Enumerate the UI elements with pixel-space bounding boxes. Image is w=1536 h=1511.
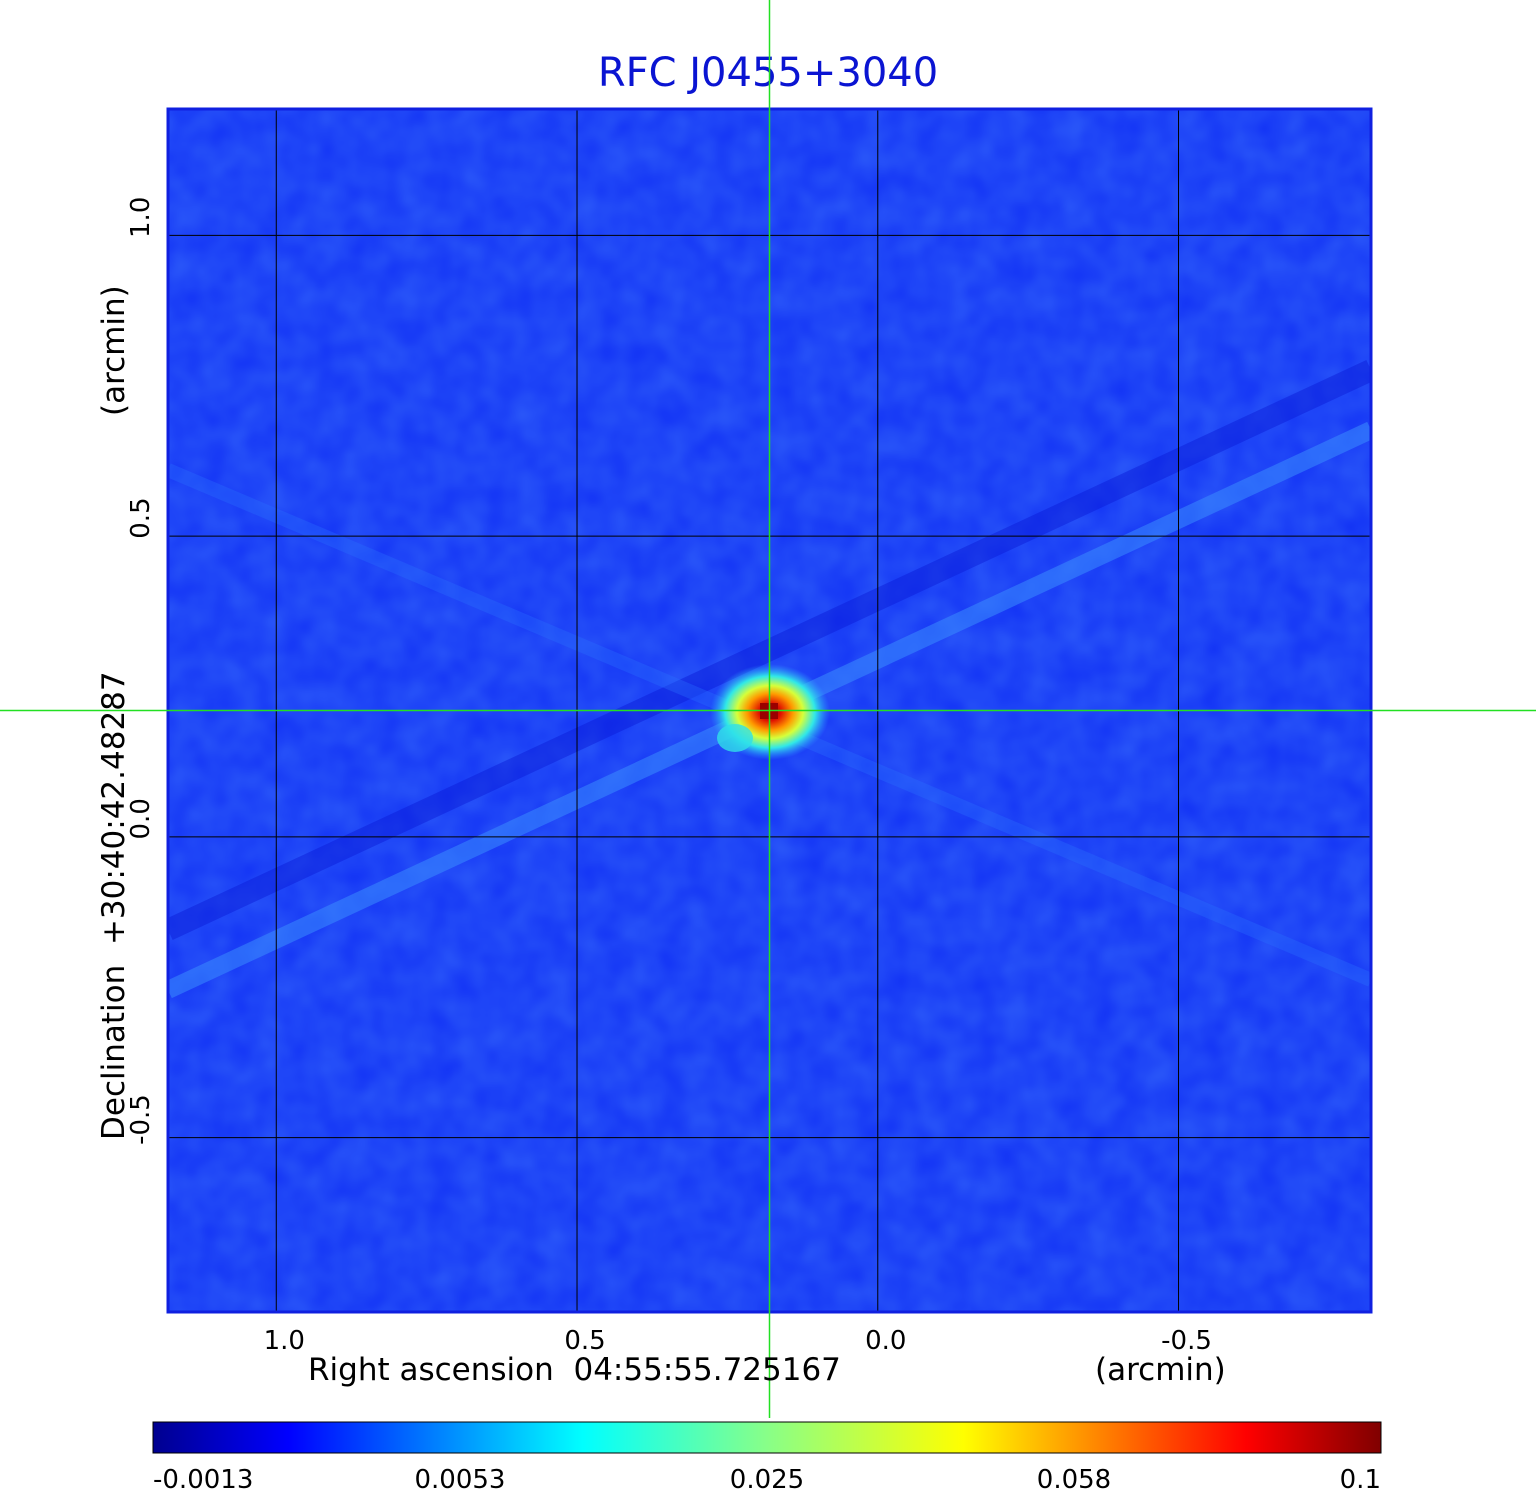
colorbar-tick-label: -0.0013 — [153, 1465, 253, 1495]
y-tick-label: 0.5 — [126, 497, 156, 538]
y-axis-label: Declination +30:40:42.48287 — [96, 671, 132, 1140]
colorbar — [152, 1421, 1382, 1454]
colorbar-tick-label: 0.0053 — [415, 1465, 506, 1495]
colorbar-tick-label: 0.058 — [1037, 1465, 1111, 1495]
x-tick-label: -0.5 — [1161, 1326, 1212, 1356]
x-tick-label: 0.0 — [865, 1326, 906, 1356]
x-tick-label: 0.5 — [564, 1326, 605, 1356]
x-tick-labels: 1.0 0.5 0.0 -0.5 — [264, 1326, 1212, 1356]
crosshair — [0, 0, 1536, 1418]
y-axis-unit: (arcmin) — [96, 285, 132, 416]
x-axis-label: Right ascension 04:55:55.725167 — [308, 1352, 841, 1388]
y-tick-label: 0.0 — [126, 798, 156, 839]
colorbar-tick-label: 0.025 — [730, 1465, 804, 1495]
source-extension — [717, 724, 753, 752]
x-tick-label: 1.0 — [264, 1326, 305, 1356]
y-tick-label: -0.5 — [126, 1094, 156, 1145]
colorbar-tick-labels: -0.0013 0.0053 0.025 0.058 0.1 — [153, 1465, 1381, 1495]
x-axis-unit: (arcmin) — [1095, 1352, 1226, 1388]
y-tick-label: 1.0 — [126, 197, 156, 238]
chart-title: RFC J0455+3040 — [597, 50, 939, 96]
colorbar-tick-label: 0.1 — [1340, 1465, 1381, 1495]
y-tick-labels: 1.0 0.5 0.0 -0.5 — [126, 197, 156, 1145]
